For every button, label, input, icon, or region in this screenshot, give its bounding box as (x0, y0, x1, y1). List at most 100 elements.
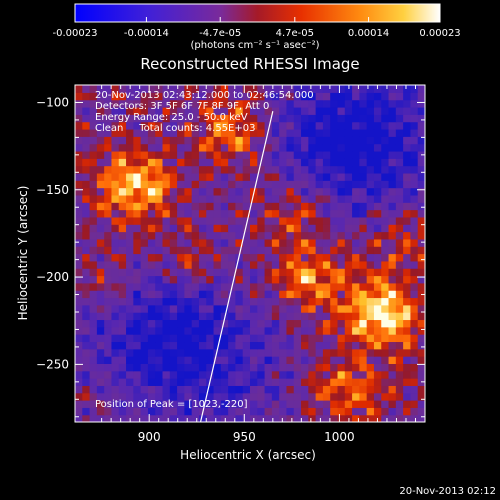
heatmap-cell (293, 385, 302, 394)
heatmap-cell (140, 312, 149, 321)
heatmap-cell (417, 275, 425, 284)
heatmap-cell (169, 275, 178, 284)
heatmap-cell (381, 407, 390, 416)
heatmap-cell (75, 238, 83, 247)
heatmap-cell (417, 238, 425, 247)
heatmap-cell (264, 158, 273, 167)
heatmap-cell (344, 224, 353, 233)
heatmap-cell (271, 348, 280, 357)
heatmap-cell (111, 385, 120, 394)
heatmap-cell (337, 165, 346, 174)
heatmap-cell (111, 85, 120, 93)
heatmap-cell (373, 194, 382, 203)
heatmap-cell (403, 172, 412, 181)
heatmap-cell (198, 370, 207, 379)
heatmap-cell (235, 158, 244, 167)
heatmap-cell (169, 224, 178, 233)
heatmap-cell (366, 363, 375, 372)
heatmap-cell (322, 99, 331, 108)
heatmap-cell (279, 92, 288, 101)
heatmap-cell (147, 348, 156, 357)
heatmap-cell (169, 326, 178, 335)
heatmap-cell (410, 400, 419, 408)
heatmap-cell (118, 216, 127, 225)
heatmap-cell (337, 253, 346, 262)
heatmap-cell (169, 180, 178, 189)
heatmap-cell (169, 172, 178, 181)
heatmap-cell (147, 290, 156, 299)
heatmap-cell (228, 356, 237, 364)
heatmap-cell (155, 268, 164, 277)
heatmap-cell (147, 114, 156, 123)
heatmap-cell (293, 194, 302, 203)
heatmap-cell (301, 268, 309, 277)
heatmap-cell (322, 282, 331, 291)
heatmap-cell (177, 407, 185, 416)
heatmap-cell (89, 260, 98, 269)
heatmap-cell (228, 326, 237, 335)
heatmap-cell (366, 246, 375, 255)
heatmap-cell (308, 363, 317, 372)
heatmap-cell (403, 202, 412, 211)
heatmap-cell (359, 180, 368, 189)
heatmap-cell (89, 400, 98, 408)
heatmap-cell (410, 202, 419, 211)
heatmap-cell (381, 85, 390, 93)
heatmap-cell (279, 356, 288, 364)
heatmap-cell (162, 209, 171, 218)
heatmap-cell (279, 363, 288, 372)
annotation-clean-counts: Clean Total counts: 4.55E+03 (95, 123, 255, 134)
heatmap-cell (250, 150, 258, 159)
heatmap-cell (206, 158, 215, 167)
heatmap-cell (213, 297, 222, 306)
heatmap-cell (177, 165, 185, 174)
heatmap-cell (162, 187, 171, 196)
heatmap-cell (308, 326, 317, 335)
heatmap-cell (330, 231, 339, 240)
heatmap-cell (344, 246, 353, 255)
heatmap-cell (330, 363, 339, 372)
heatmap-cell (169, 341, 178, 350)
y-tick-label: −150 (36, 183, 69, 197)
heatmap-cell (344, 356, 353, 364)
heatmap-cell (388, 319, 397, 328)
heatmap-cell (388, 297, 397, 306)
heatmap-cell (104, 238, 113, 247)
heatmap-cell (220, 180, 229, 189)
heatmap-cell (126, 378, 134, 386)
heatmap-cell (388, 385, 397, 394)
heatmap-cell (184, 172, 193, 181)
heatmap-cell (410, 282, 419, 291)
heatmap-cell (147, 312, 156, 321)
heatmap-cell (257, 165, 266, 174)
heatmap-cell (344, 136, 353, 145)
heatmap-cell (308, 370, 317, 379)
heatmap-cell (301, 356, 309, 364)
heatmap-cell (264, 92, 273, 101)
heatmap-cell (395, 231, 404, 240)
heatmap-cell (301, 165, 309, 174)
heatmap-cell (366, 253, 375, 262)
heatmap-cell (373, 216, 382, 225)
heatmap-cell (206, 268, 215, 277)
heatmap-cell (381, 92, 390, 101)
heatmap-cell (293, 114, 302, 123)
heatmap-cell (198, 392, 207, 401)
heatmap-cell (352, 348, 360, 357)
heatmap-cell (191, 253, 200, 262)
heatmap-cell (169, 238, 178, 247)
heatmap-cell (395, 253, 404, 262)
heatmap-cell (111, 407, 120, 416)
heatmap-cell (308, 114, 317, 123)
heatmap-cell (147, 370, 156, 379)
heatmap-cell (264, 260, 273, 269)
heatmap-cell (140, 275, 149, 284)
heatmap-cell (271, 85, 280, 93)
heatmap-cell (257, 304, 266, 313)
heatmap-cell (417, 370, 425, 379)
heatmap-cell (403, 224, 412, 233)
heatmap-cell (308, 106, 317, 115)
heatmap-cell (126, 392, 134, 401)
heatmap-cell (111, 268, 120, 277)
heatmap-cell (410, 224, 419, 233)
